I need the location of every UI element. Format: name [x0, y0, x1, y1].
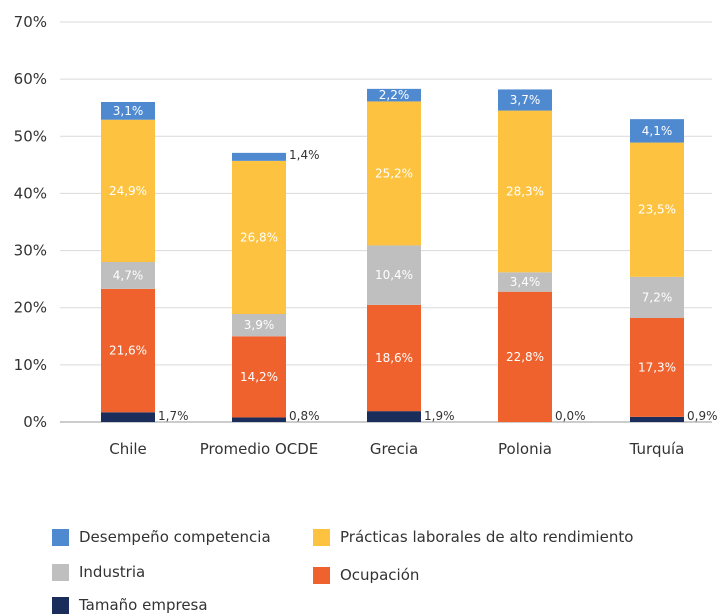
data-label: 14,2%	[240, 370, 278, 384]
bar-segment	[232, 417, 286, 422]
data-label: 0,8%	[289, 409, 320, 423]
bar-segment	[630, 416, 684, 422]
bar-segment	[630, 119, 684, 143]
y-tick-label: 30%	[14, 242, 47, 260]
bar-segment	[367, 245, 421, 305]
bar-segment	[232, 152, 286, 161]
bar-segment	[101, 119, 155, 262]
bar-segment	[101, 412, 155, 422]
bar-segment	[232, 314, 286, 337]
bar-segment	[630, 276, 684, 318]
data-label: 7,2%	[642, 290, 673, 304]
data-label: 2,2%	[379, 88, 410, 102]
data-label: 3,4%	[510, 275, 541, 289]
bar-segment	[101, 288, 155, 413]
bar-segment	[367, 304, 421, 412]
data-label: 3,1%	[113, 104, 144, 118]
x-axis: Chile Promedio OCDE Grecia Polonia Turquía	[109, 440, 684, 458]
y-tick-label: 60%	[14, 70, 47, 88]
data-label: 4,7%	[113, 268, 144, 282]
y-tick-label: 40%	[14, 184, 47, 202]
bar-segment	[232, 160, 286, 314]
bar-segment	[367, 88, 421, 102]
bar-segment	[630, 318, 684, 417]
bar-segment	[498, 272, 552, 292]
x-category-label: Chile	[109, 440, 147, 458]
data-label: 0,9%	[687, 409, 718, 423]
bar-segment	[498, 291, 552, 422]
bar-segment	[630, 142, 684, 277]
y-tick-label: 70%	[14, 13, 47, 31]
data-label: 21,6%	[109, 344, 147, 358]
bar-segment	[367, 411, 421, 422]
data-label: 0,0%	[555, 409, 586, 423]
data-label: 28,3%	[506, 184, 544, 198]
y-tick-label: 50%	[14, 127, 47, 145]
y-tick-label: 20%	[14, 299, 47, 317]
data-label: 3,7%	[510, 93, 541, 107]
bar-segment	[101, 102, 155, 120]
data-label: 1,7%	[158, 409, 189, 423]
x-category-label: Polonia	[498, 440, 552, 458]
x-category-label: Promedio OCDE	[200, 440, 319, 458]
data-label: 18,6%	[375, 351, 413, 365]
x-category-label: Turquía	[629, 440, 685, 458]
data-label: 25,2%	[375, 166, 413, 180]
bar-segment	[498, 110, 552, 273]
data-label: 24,9%	[109, 184, 147, 198]
data-label: 22,8%	[506, 350, 544, 364]
data-label: 3,9%	[244, 318, 275, 332]
data-label: 26,8%	[240, 230, 278, 244]
data-label: 1,4%	[289, 148, 320, 162]
bar-segment	[498, 89, 552, 111]
data-label: 17,3%	[638, 360, 676, 374]
y-axis: 0% 10% 20% 30% 40% 50% 60% 70%	[14, 13, 47, 431]
data-label: 10,4%	[375, 268, 413, 282]
bar-segment	[101, 262, 155, 289]
data-label: 23,5%	[638, 203, 676, 217]
bar-segment	[367, 101, 421, 246]
x-category-label: Grecia	[370, 440, 418, 458]
y-tick-label: 10%	[14, 356, 47, 374]
y-tick-label: 0%	[23, 413, 47, 431]
data-label: 4,1%	[642, 124, 673, 138]
data-label: 1,9%	[424, 409, 455, 423]
bars	[101, 88, 684, 422]
bar-segment	[232, 336, 286, 418]
data-labels: 1,7% 21,6% 4,7% 24,9% 3,1% 0,8% 14,2% 3,9% 26,8%…	[109, 88, 718, 423]
